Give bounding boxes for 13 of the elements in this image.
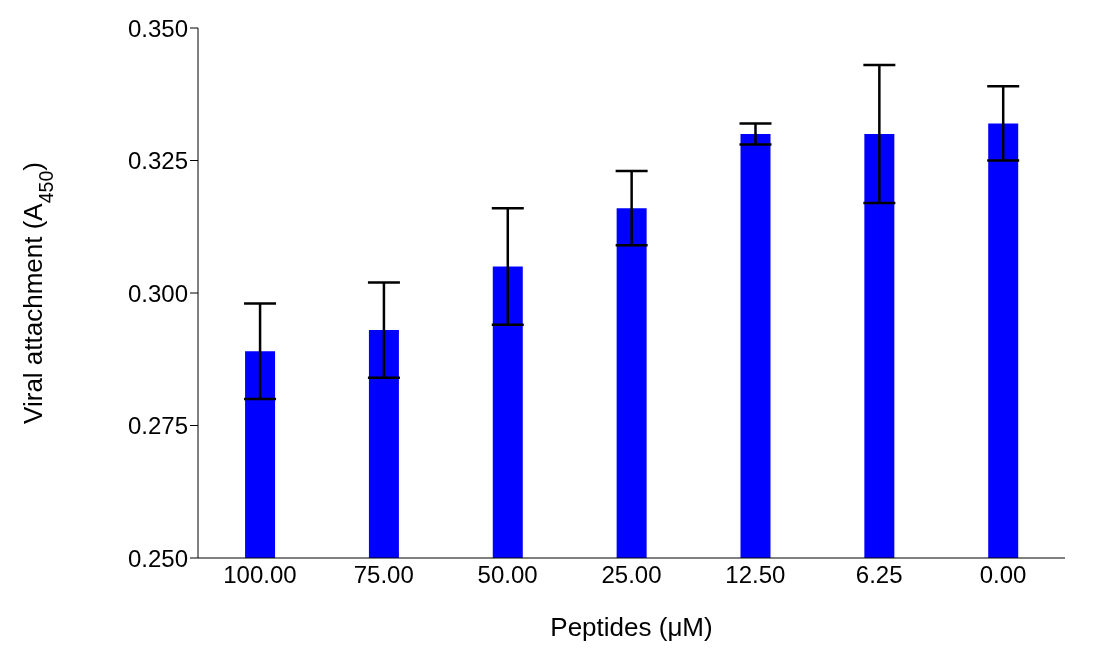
y-tick-label: 0.300	[127, 279, 188, 307]
y-tick-label: 0.350	[127, 14, 188, 42]
x-tick-label: 50.00	[477, 561, 538, 589]
x-tick-label: 12.50	[725, 561, 786, 589]
x-tick-label: 75.00	[353, 561, 414, 589]
y-tick-label: 0.325	[127, 147, 188, 175]
x-axis-title: Peptides (μM)	[550, 612, 713, 642]
x-tick-label: 100.00	[223, 561, 297, 589]
x-tick-label: 6.25	[855, 561, 903, 589]
y-tick-label: 0.275	[127, 412, 188, 440]
y-tick-label: 0.250	[127, 544, 188, 572]
x-tick-label: 0.00	[979, 561, 1027, 589]
x-tick-label: 25.00	[601, 561, 662, 589]
